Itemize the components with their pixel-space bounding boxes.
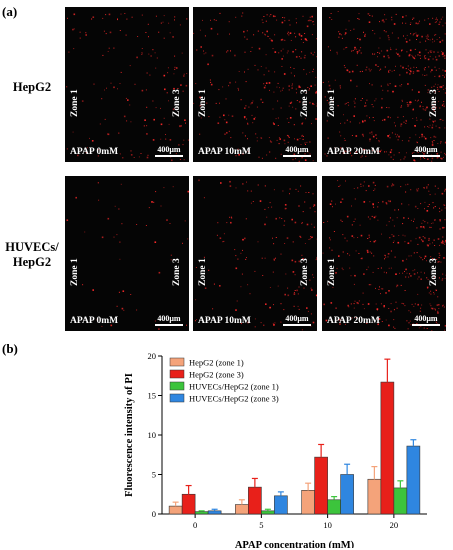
x-tick-label: 20 [390,520,399,530]
micrograph-huvecs-20mm: Zone 1 Zone 3 APAP 20mM 400μm [322,176,446,331]
bar [380,381,395,515]
row-label-line: HUVECs/ [5,240,59,254]
scale-text: 400μm [157,314,181,323]
condition-label: APAP 10mM [198,316,251,326]
bar [274,495,288,515]
fluorescence-specks [193,12,317,162]
legend-swatch [169,369,185,379]
condition-label: APAP 20mM [327,316,380,326]
scale-bar: 400μm [155,145,183,157]
condition-label: APAP 10mM [198,147,251,157]
micrograph-huvecs-10mm: Zone 1 Zone 3 APAP 10mM 400μm [193,176,317,331]
legend-swatch [169,393,185,403]
row-label-line: HepG2 [12,255,52,269]
condition-label: APAP 0mM [70,316,119,326]
zone-1-label: Zone 1 [198,89,208,117]
zone-3-label: Zone 3 [300,89,310,117]
row-label-hepg2: HepG2 [2,80,62,95]
micrograph-hepg2-20mm: Zone 1 Zone 3 APAP 20mM 400μm [322,7,446,162]
condition-label: APAP 0mM [70,147,119,157]
condition-label: APAP 20mM [327,147,380,157]
scale-text: 400μm [285,314,309,323]
bar [393,487,408,515]
bar [406,445,421,515]
scale-text: 400μm [414,314,438,323]
scale-line [412,155,440,157]
y-tick-label: 15 [148,391,157,401]
bar [301,490,315,515]
x-tick-label: 10 [323,520,332,530]
legend-label: HepG2 (zone 3) [189,370,244,380]
panel-b-label: (b) [2,341,18,356]
x-tick-label: 5 [259,520,263,530]
scale-bar: 400μm [412,314,440,326]
zone-1-label: Zone 1 [327,89,337,117]
y-tick-label: 10 [148,430,157,440]
row-label-line: HepG2 [12,80,52,94]
legend-label: HUVECs/HepG2 (zone 3) [189,394,279,404]
micrograph-hepg2-0mm: Zone 1 Zone 3 APAP 0mM 400μm [65,7,189,162]
scale-line [283,155,311,157]
bar [235,504,249,515]
row-label-huvecs-hepg2: HUVECs/ HepG2 [2,240,62,270]
bar-chart: 0 5 10 15 20 0 5 10 20 APAP concentration (mM) Flu… [124,351,427,548]
bar [194,511,209,515]
bar [207,510,222,515]
scale-line [283,324,311,326]
zone-3-label: Zone 3 [429,258,439,286]
bar [181,493,196,515]
zone-1-label: Zone 1 [327,258,337,286]
bar [248,486,262,515]
zone-3-label: Zone 3 [172,89,182,117]
scale-text: 400μm [414,145,438,154]
zone-3-label: Zone 3 [300,258,310,286]
y-tick-label: 5 [152,470,156,480]
y-axis-label: Fluorescence intensity of PI [124,373,135,497]
legend-swatch [169,357,185,367]
bar [168,505,183,515]
scale-bar: 400μm [283,145,311,157]
scale-bar: 400μm [283,314,311,326]
x-axis-label: APAP concentration (mM) [235,540,355,548]
bar [367,478,382,515]
scale-text: 400μm [157,145,181,154]
fluorescence-specks [194,179,317,331]
scale-line [412,324,440,326]
bar [314,456,328,515]
fluorescence-specks [66,13,189,162]
fluorescence-specks [66,182,189,330]
micrograph-huvecs-0mm: Zone 1 Zone 3 APAP 0mM 400μm [65,176,189,331]
zone-3-label: Zone 3 [172,258,182,286]
fluorescence-specks [322,11,446,162]
y-tick-label: 0 [152,509,156,519]
scale-bar: 400μm [412,145,440,157]
bar [261,510,275,515]
zone-1-label: Zone 1 [70,258,80,286]
legend-label: HepG2 (zone 1) [189,358,244,368]
bar [340,474,354,515]
scale-text: 400μm [285,145,309,154]
x-tick-label: 0 [193,520,197,530]
bar [327,499,341,515]
legend-swatch [169,381,185,391]
legend-label: HUVECs/HepG2 (zone 1) [189,382,279,392]
zone-1-label: Zone 1 [198,258,208,286]
scale-line [155,324,183,326]
scale-line [155,155,183,157]
scale-bar: 400μm [155,314,183,326]
micrograph-hepg2-10mm: Zone 1 Zone 3 APAP 10mM 400μm [193,7,317,162]
fluorescence-specks [322,180,446,331]
zone-3-label: Zone 3 [429,89,439,117]
zone-1-label: Zone 1 [70,89,80,117]
panel-a-label: (a) [2,4,18,19]
y-tick-label: 20 [148,351,157,361]
